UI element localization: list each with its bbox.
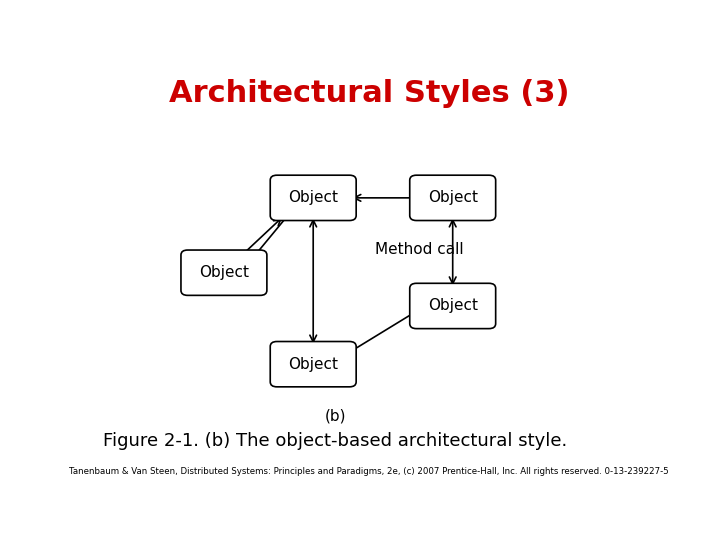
FancyBboxPatch shape — [270, 175, 356, 220]
Text: Object: Object — [428, 299, 477, 313]
Text: Object: Object — [288, 357, 338, 372]
FancyBboxPatch shape — [410, 175, 495, 220]
FancyBboxPatch shape — [270, 341, 356, 387]
Text: Method call: Method call — [374, 242, 463, 258]
Text: Object: Object — [428, 191, 477, 205]
FancyBboxPatch shape — [181, 250, 267, 295]
FancyBboxPatch shape — [410, 284, 495, 329]
Text: Object: Object — [288, 191, 338, 205]
Text: Tanenbaum & Van Steen, Distributed Systems: Principles and Paradigms, 2e, (c) 20: Tanenbaum & Van Steen, Distributed Syste… — [69, 467, 669, 476]
Text: Architectural Styles (3): Architectural Styles (3) — [168, 79, 570, 109]
Text: Object: Object — [199, 265, 249, 280]
Text: Figure 2-1. (b) The object-based architectural style.: Figure 2-1. (b) The object-based archite… — [104, 432, 567, 450]
Text: (b): (b) — [325, 409, 346, 424]
